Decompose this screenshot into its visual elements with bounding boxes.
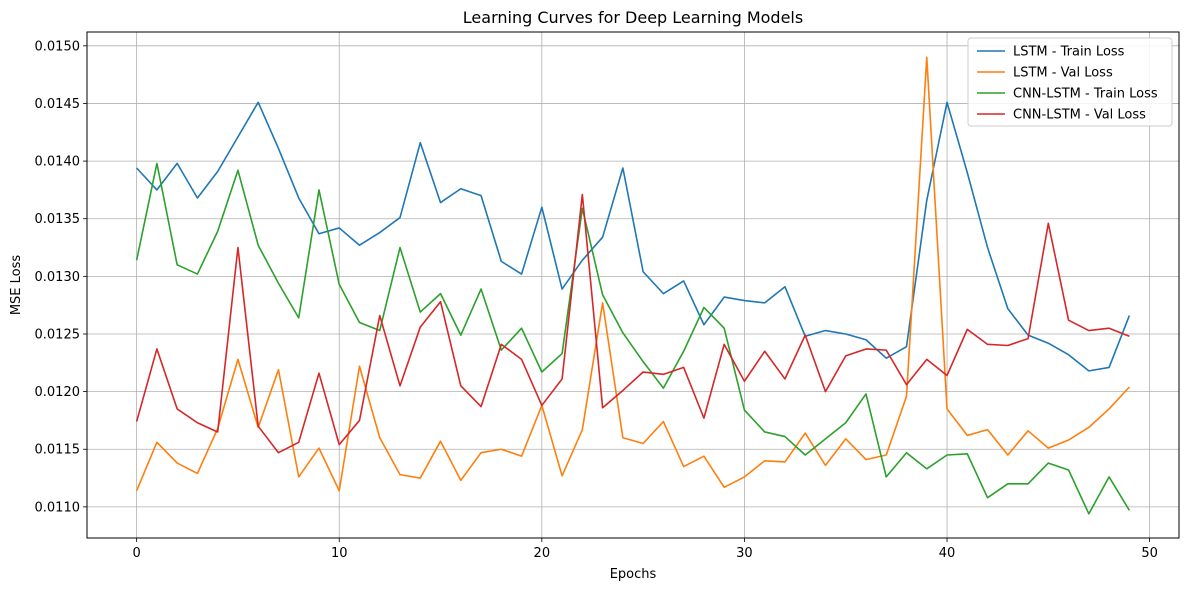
y-tick-label: 0.0150 bbox=[35, 39, 81, 54]
series-line-4 bbox=[135, 193, 1130, 454]
legend-box bbox=[967, 37, 1173, 127]
chart-title: Learning Curves for Deep Learning Models bbox=[463, 8, 803, 27]
y-tick-label: 0.0130 bbox=[35, 270, 81, 285]
y-tick-label: 0.0120 bbox=[35, 385, 81, 400]
y-tick-label: 0.0140 bbox=[35, 155, 81, 170]
x-tick-label: 10 bbox=[331, 546, 348, 561]
x-tick-label: 20 bbox=[534, 546, 551, 561]
series-line-1 bbox=[136, 101, 1131, 372]
legend: LSTM - Train Loss LSTM - Val Loss CNN-LSTM… bbox=[967, 37, 1173, 127]
axis-ticks: 0 10 20 30 40 50 0.0110 0.0115 0.0120 0.0125 0.013… bbox=[35, 39, 1158, 561]
x-tick-label: 50 bbox=[1141, 546, 1158, 561]
y-tick-label: 0.0135 bbox=[35, 212, 81, 227]
legend-label: CNN-LSTM - Train Loss bbox=[1013, 87, 1158, 102]
y-tick-label: 0.0110 bbox=[35, 500, 81, 515]
x-tick-label: 30 bbox=[736, 546, 753, 561]
series-line-2 bbox=[135, 56, 1130, 492]
x-tick-label: 0 bbox=[132, 546, 140, 561]
series-lines bbox=[135, 56, 1131, 515]
x-tick-label: 40 bbox=[939, 546, 956, 561]
x-axis-label: Epochs bbox=[610, 567, 657, 582]
y-axis-label: MSE Loss bbox=[9, 255, 24, 316]
legend-label: LSTM - Train Loss bbox=[1013, 45, 1125, 60]
plot-frame bbox=[86, 31, 1180, 539]
series-line-3 bbox=[135, 162, 1131, 515]
y-tick-label: 0.0115 bbox=[35, 443, 81, 458]
legend-label: LSTM - Val Loss bbox=[1013, 66, 1113, 81]
legend-label: CNN-LSTM - Val Loss bbox=[1013, 108, 1146, 123]
y-tick-label: 0.0125 bbox=[35, 327, 81, 342]
y-tick-label: 0.0145 bbox=[35, 97, 81, 112]
